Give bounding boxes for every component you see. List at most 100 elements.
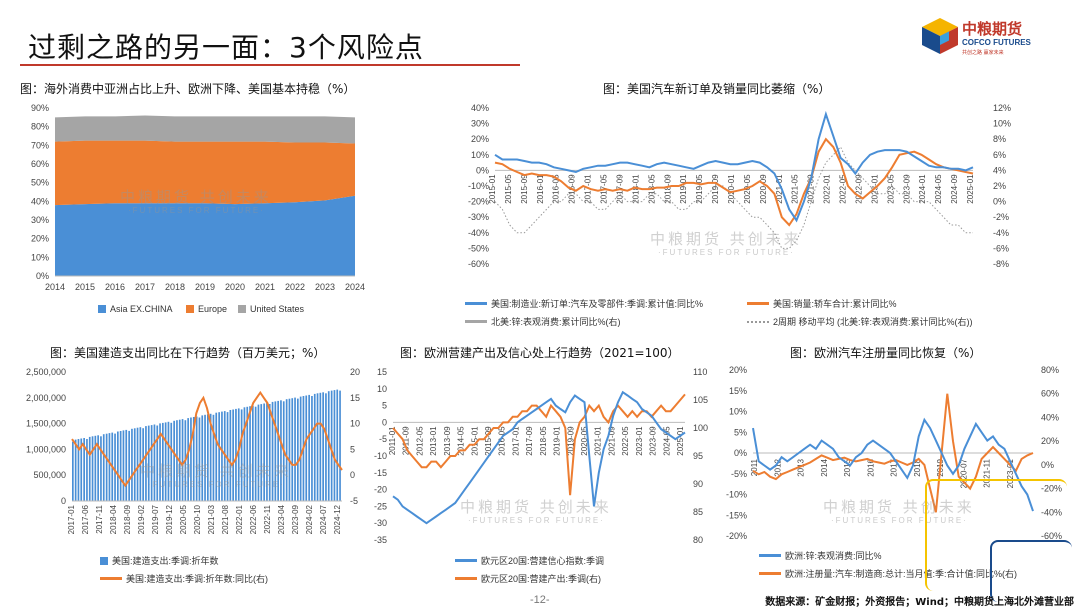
y-tick-label: -20% xyxy=(726,531,747,541)
y-tick-label: -2% xyxy=(993,212,1009,222)
x-tick-label: 2022-06 xyxy=(249,504,258,534)
x-tick-label: 2021-01 xyxy=(775,174,784,204)
page-number: -12- xyxy=(530,594,550,606)
x-tick-label: 2013-09 xyxy=(443,426,452,456)
x-tick-label: 2017-01 xyxy=(511,426,520,456)
y-tick-label: 0 xyxy=(382,417,387,427)
bar xyxy=(207,414,209,501)
bar xyxy=(252,405,254,501)
legend-item: 美国:建造支出:季调:折年数 xyxy=(100,554,219,567)
x-tick-label: 2021-05 xyxy=(791,174,800,204)
bar xyxy=(209,413,212,501)
x-tick-label: 2019-01 xyxy=(679,174,688,204)
bar xyxy=(131,428,133,501)
x-tick-label: 2022-09 xyxy=(854,174,863,204)
x-tick-label: 2022-11 xyxy=(263,504,272,533)
bar xyxy=(125,429,128,501)
chart-title: 图：欧洲营建产出及信心处上行趋势（2021=100） xyxy=(400,346,680,360)
y-tick-label: 6% xyxy=(993,150,1006,160)
bar xyxy=(192,417,195,501)
bar xyxy=(336,389,339,501)
bar xyxy=(277,400,279,501)
legend-item: Asia EX.CHINA xyxy=(98,304,173,314)
x-tick-label: 2016 xyxy=(105,282,125,292)
y-tick-label: -20% xyxy=(468,197,489,207)
bar xyxy=(80,438,83,501)
cofco-cube-icon xyxy=(922,18,958,54)
series-line-orders xyxy=(494,110,974,223)
y-tick-label: 2,000,000 xyxy=(26,393,66,403)
y-tick-label: 2% xyxy=(993,181,1006,191)
x-tick-label: 2020 xyxy=(225,282,245,292)
y-tick-label: 30% xyxy=(31,215,49,225)
y-tick-label: -30% xyxy=(468,212,489,222)
bar xyxy=(339,390,341,501)
y-tick-label: 0% xyxy=(36,271,49,281)
x-tick-label: 2019-09 xyxy=(711,174,720,204)
bar xyxy=(122,430,125,501)
bar xyxy=(215,412,218,501)
y-tick-label: 10% xyxy=(729,407,747,417)
legend-label: 2周期 移动平均 (北美:锌:表观消费:累计同比%(右)) xyxy=(773,317,973,327)
bar xyxy=(212,414,215,501)
y-tick-label: -60% xyxy=(468,259,489,269)
bar xyxy=(117,431,119,501)
legend-label: 美国:销量:轿车合计:累计同比% xyxy=(773,299,897,309)
bar xyxy=(153,424,156,501)
x-tick-label: 2017 xyxy=(135,282,155,292)
chart-us-construction: 图：美国建造支出同比在下行趋势（百万美元；%） 2,500,000 2,000,0… xyxy=(10,344,380,594)
watermark-en: ·FUTURES FOR FUTURE· xyxy=(831,516,968,525)
y-tick-label: -8% xyxy=(993,259,1009,269)
y-tick-label: 5 xyxy=(350,444,355,454)
y-tick-label: 0 xyxy=(61,496,66,506)
x-tick-label: 2023-04 xyxy=(277,504,286,534)
x-tick-label: 2021-11 xyxy=(983,458,992,487)
x-tick-label: 2013-01 xyxy=(429,426,438,456)
y-tick-label: 5 xyxy=(382,401,387,411)
legend-label: Europe xyxy=(198,304,228,314)
bar xyxy=(91,436,94,501)
logo-cn-text: 中粮期货 xyxy=(962,20,1023,38)
decorative-frame xyxy=(990,540,1072,602)
y-tick-label: 80% xyxy=(1041,365,1059,375)
y-tick-label: 20% xyxy=(471,134,489,144)
bar xyxy=(102,434,105,501)
line-chart-svg: 40% 30% 20% 10% 0% -10% -20% -30% -40% -50% -60% 12… xyxy=(468,103,1011,269)
legend-label: 美国:建造支出:季调:折年数:同比(右) xyxy=(126,574,268,584)
bar xyxy=(280,400,282,501)
x-tick-label: 2020-05 xyxy=(580,426,589,456)
bar xyxy=(97,435,99,501)
legend-label: 美国:建造支出:季调:折年数 xyxy=(112,556,219,566)
bar xyxy=(274,401,277,501)
legend-item: United States xyxy=(238,304,304,314)
bar xyxy=(72,441,74,501)
bar xyxy=(201,415,204,501)
bar xyxy=(257,404,260,501)
x-tick-label: 2014 xyxy=(820,458,829,476)
bar xyxy=(325,393,327,501)
legend-item: 欧元区20国:营建产出:季调(右) xyxy=(455,572,601,585)
bar xyxy=(145,426,147,501)
series-line-yoy xyxy=(71,390,343,488)
bar xyxy=(333,390,336,501)
y-tick-label: 15 xyxy=(377,367,387,377)
x-tick-label: 2014 xyxy=(45,282,65,292)
watermark-en: ·FUTURES FOR FUTURE· xyxy=(658,248,795,257)
bar xyxy=(100,436,102,501)
y-tick-label: -10% xyxy=(726,490,747,500)
x-tick-label: 2016-05 xyxy=(498,426,507,456)
chart-title: 图：美国汽车新订单及销量同比萎缩（%） xyxy=(603,82,831,96)
x-tick-label: 2021-09 xyxy=(607,426,616,456)
bar xyxy=(308,394,310,501)
data-source: 数据来源：矿金财报；外资报告；Wind；中粮期货上海北外滩营业部 xyxy=(765,597,1074,608)
bar xyxy=(313,393,316,501)
legend-label: 欧元区20国:营建产出:季调(右) xyxy=(481,574,602,584)
bar xyxy=(94,435,97,501)
y-tick-label: -6% xyxy=(993,243,1009,253)
slide-title: 过剩之路的另一面：3个风险点 xyxy=(28,31,424,64)
y-tick-label: 500,000 xyxy=(33,470,66,480)
y-tick-label: -5 xyxy=(350,496,358,506)
bar xyxy=(142,428,144,501)
y-tick-label: 1,000,000 xyxy=(26,444,66,454)
bar xyxy=(108,433,111,501)
